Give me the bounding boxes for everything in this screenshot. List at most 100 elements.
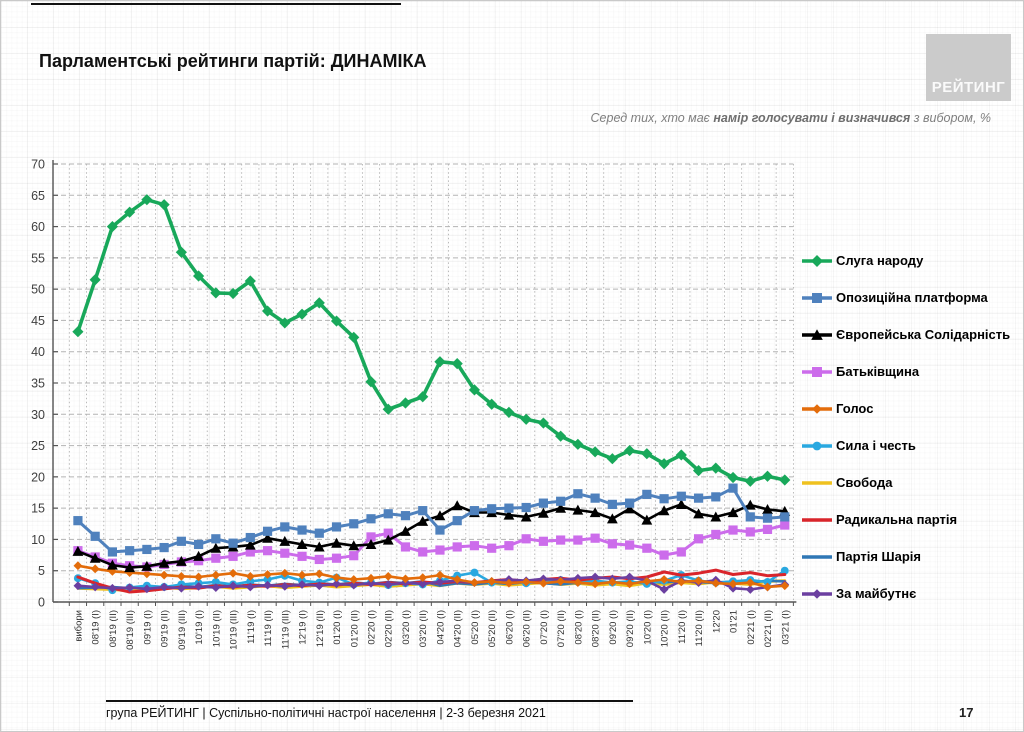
svg-text:11'19 (II): 11'19 (II) xyxy=(263,610,274,647)
legend-label: Слуга народу xyxy=(836,253,924,268)
svg-text:01'20 (II): 01'20 (II) xyxy=(349,610,360,647)
svg-text:06'20 (II): 06'20 (II) xyxy=(522,610,533,647)
legend-label: Опозиційна платформа xyxy=(836,290,988,305)
svg-text:10: 10 xyxy=(31,533,45,547)
legend-item-10: За майбутнє xyxy=(801,575,1023,612)
svg-text:04'20 (II): 04'20 (II) xyxy=(453,610,464,647)
svg-text:55: 55 xyxy=(31,251,45,265)
series-5 xyxy=(73,561,790,592)
subtitle-suffix: з вибором, % xyxy=(910,111,991,125)
svg-text:08'20 (II): 08'20 (II) xyxy=(591,610,602,647)
svg-text:09'19 (II): 09'19 (II) xyxy=(160,610,171,647)
legend-label: Європейська Солідарність xyxy=(836,327,1011,342)
svg-text:12'19 (II): 12'19 (II) xyxy=(315,610,326,647)
chart-subtitle: Серед тих, хто має намір голосувати і ви… xyxy=(391,111,991,125)
legend-swatch xyxy=(802,517,832,522)
svg-text:5: 5 xyxy=(38,564,45,578)
footer-divider-line xyxy=(106,700,633,702)
legend-item-8: Радикальна партія xyxy=(801,501,1023,538)
svg-text:10'20 (II): 10'20 (II) xyxy=(660,610,671,647)
svg-text:08'19 (II): 08'19 (II) xyxy=(108,610,119,647)
legend-label: Батьківщина xyxy=(836,364,920,379)
legend-swatch xyxy=(802,328,832,340)
svg-text:45: 45 xyxy=(31,314,45,328)
svg-text:11'19 (I): 11'19 (I) xyxy=(246,610,257,644)
svg-text:09'19 (III): 09'19 (III) xyxy=(177,610,188,650)
svg-text:10'19 (III): 10'19 (III) xyxy=(229,610,240,650)
ratings-line-chart: 0 5 10 15 20 25 30 35 40 45 50 55 60 65 70 вибори 08'19 … xyxy=(31,158,797,650)
svg-text:50: 50 xyxy=(31,283,45,297)
svg-text:11'19 (III): 11'19 (III) xyxy=(280,610,291,649)
legend-label: Радикальна партія xyxy=(836,512,958,527)
y-axis-labels: 0 5 10 15 20 25 30 35 40 45 50 55 60 65 70 xyxy=(31,158,45,610)
svg-text:35: 35 xyxy=(31,377,45,391)
svg-text:02'20 (II): 02'20 (II) xyxy=(384,610,395,647)
svg-text:30: 30 xyxy=(31,408,45,422)
legend-item-6: Сила і честь xyxy=(801,427,1023,464)
svg-text:04'20 (I): 04'20 (I) xyxy=(435,610,446,645)
series-1 xyxy=(72,194,791,487)
svg-text:10'20 (I): 10'20 (I) xyxy=(642,610,653,645)
svg-text:65: 65 xyxy=(31,189,45,203)
x-axis-labels: вибори 08'19 (I) 08'19 (II) 08'19 (III) 09'1… xyxy=(73,610,791,650)
grid xyxy=(53,163,794,602)
axes xyxy=(52,160,797,606)
rating-group-logo: РЕЙТИНГ xyxy=(926,34,1011,101)
legend-label: Голос xyxy=(836,401,874,416)
series-4 xyxy=(73,520,790,572)
svg-text:09'20 (I): 09'20 (I) xyxy=(608,610,619,645)
page-number: 17 xyxy=(959,705,974,720)
footer-text: група РЕЙТИНГ | Суспільно-політичні наст… xyxy=(106,706,546,720)
legend-label: Сила і честь xyxy=(836,438,916,453)
svg-text:01'20 (I): 01'20 (I) xyxy=(332,610,343,645)
svg-text:15: 15 xyxy=(31,502,45,516)
svg-text:25: 25 xyxy=(31,439,45,453)
svg-text:08'19 (I): 08'19 (I) xyxy=(91,610,102,645)
svg-text:05'20 (I): 05'20 (I) xyxy=(470,610,481,645)
legend-swatch xyxy=(802,480,832,485)
legend-label: Партія Шарія xyxy=(836,549,921,564)
svg-text:вибори: вибори xyxy=(73,610,84,642)
series-3 xyxy=(72,498,791,573)
legend-swatch xyxy=(802,554,832,559)
svg-text:03'20 (II): 03'20 (II) xyxy=(418,610,429,647)
svg-text:40: 40 xyxy=(31,345,45,359)
svg-text:02'21 (II): 02'21 (II) xyxy=(763,610,774,647)
legend-swatch xyxy=(802,403,832,414)
legend-item-3: Європейська Солідарність xyxy=(801,316,1023,353)
svg-text:60: 60 xyxy=(31,220,45,234)
subtitle-bold: намір голосувати і визначився xyxy=(713,111,911,125)
legend-swatch xyxy=(802,441,832,450)
logo-text: РЕЙТИНГ xyxy=(931,79,1006,96)
legend-swatch xyxy=(802,588,832,599)
page-title: Парламентські рейтинги партій: ДИНАМІКА xyxy=(39,51,427,71)
legend-label: За майбутнє xyxy=(836,586,917,601)
top-divider-line xyxy=(31,3,401,5)
legend-item-5: Голос xyxy=(801,390,1023,427)
svg-text:07'20 (II): 07'20 (II) xyxy=(556,610,567,647)
svg-text:0: 0 xyxy=(38,596,45,610)
svg-text:05'20 (II): 05'20 (II) xyxy=(487,610,498,647)
svg-text:09'20 (II): 09'20 (II) xyxy=(625,610,636,647)
legend-swatch xyxy=(802,254,832,267)
legend-item-9: Партія Шарія xyxy=(801,538,1023,575)
svg-text:12'20: 12'20 xyxy=(711,610,722,633)
legend-swatch xyxy=(802,366,832,377)
svg-text:06'20 (I): 06'20 (I) xyxy=(504,610,515,645)
svg-text:10'19 (II): 10'19 (II) xyxy=(211,610,222,647)
legend-item-7: Свобода xyxy=(801,464,1023,501)
svg-text:70: 70 xyxy=(31,158,45,172)
chart-legend: Слуга народу Опозиційна платформа Європейс… xyxy=(801,242,1023,612)
svg-text:08'19 (III): 08'19 (III) xyxy=(125,610,136,650)
legend-item-1: Слуга народу xyxy=(801,242,1023,279)
svg-text:03'20 (I): 03'20 (I) xyxy=(401,610,412,645)
svg-text:02'21 (I): 02'21 (I) xyxy=(746,610,757,645)
legend-item-2: Опозиційна платформа xyxy=(801,279,1023,316)
legend-item-4: Батьківщина xyxy=(801,353,1023,390)
svg-text:20: 20 xyxy=(31,470,45,484)
series-2 xyxy=(73,483,790,557)
svg-text:09'19 (I): 09'19 (I) xyxy=(142,610,153,645)
svg-text:01'21: 01'21 xyxy=(729,610,740,633)
svg-text:11'20 (II): 11'20 (II) xyxy=(694,610,705,647)
